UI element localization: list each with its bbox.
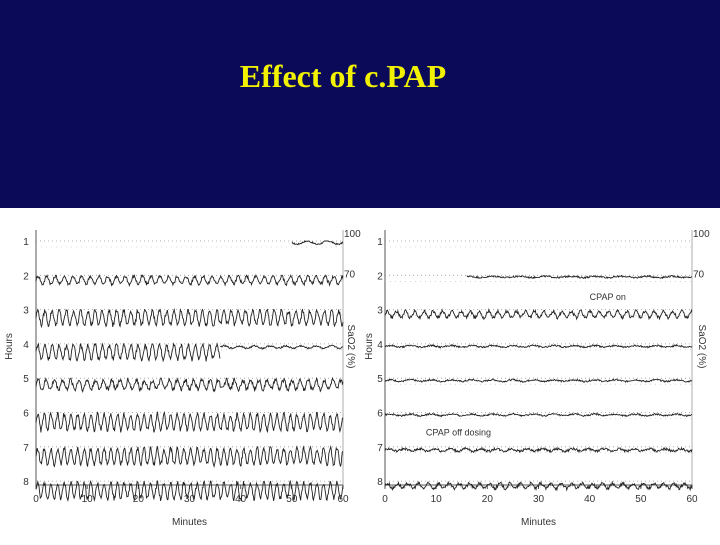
cpap-x-tick-label: 10 — [431, 494, 443, 505]
cpap-x-tick-label: 20 — [482, 494, 494, 505]
untreated-x-axis-label: Minutes — [172, 517, 207, 528]
cpap-scale-label-70: 70 — [693, 269, 705, 280]
untreated-row-label: 8 — [23, 477, 29, 488]
cpap-trace-hour-8 — [384, 480, 693, 492]
untreated-row-label: 1 — [23, 237, 29, 248]
untreated-scale-label-100: 100 — [344, 229, 361, 240]
untreated-row-label: 2 — [23, 271, 29, 282]
cpap-y2-axis-label: SaO2 (%) — [696, 325, 707, 369]
untreated-scale-label-70: 70 — [344, 269, 356, 280]
cpap-annotation: CPAP off dosing — [426, 427, 491, 437]
untreated-trace-hour-4 — [220, 344, 344, 350]
cpap-row-label: 6 — [377, 409, 383, 420]
cpap-row-label: 8 — [377, 477, 383, 488]
cpap-row-label: 2 — [377, 271, 383, 282]
untreated-trace-hour-7 — [35, 445, 344, 469]
untreated-trace-hour-4 — [35, 342, 221, 363]
untreated-trace-hour-5 — [35, 376, 344, 393]
untreated-y-axis-label: Hours — [4, 333, 15, 360]
cpap-x-tick-label: 40 — [584, 494, 596, 505]
cpap-scale-label-100: 100 — [693, 229, 710, 240]
untreated-x-tick-label: 20 — [133, 494, 145, 505]
untreated-trace-hour-2 — [35, 273, 344, 288]
untreated-row-label: 6 — [23, 409, 29, 420]
cpap-row-label: 4 — [377, 340, 383, 351]
cpap-y-axis-label: Hours — [364, 333, 375, 360]
cpap-row-label: 7 — [377, 443, 383, 454]
cpap-trace-hour-4 — [384, 343, 693, 349]
chart-area: 1 2 3 4 5 6 7 8 0 10 20 30 40 50 60 Minutes Hours SaO2 (%… — [0, 208, 720, 540]
untreated-trace-hour-8 — [35, 479, 344, 503]
untreated-x-tick-label: 30 — [184, 494, 196, 505]
untreated-row-label: 7 — [23, 443, 29, 454]
untreated-x-tick-label: 50 — [286, 494, 298, 505]
untreated-x-tick-label: 60 — [337, 494, 349, 505]
untreated-row-label: 5 — [23, 374, 29, 385]
cpap-row-label: 1 — [377, 237, 383, 248]
untreated-y2-axis-label: SaO2 (%) — [345, 325, 356, 369]
untreated-row-label: 3 — [23, 306, 29, 317]
cpap-row-label: 3 — [377, 306, 383, 317]
cpap-row-label: 5 — [377, 374, 383, 385]
slide-title: Effect of c.PAP — [239, 58, 447, 94]
cpap-x-tick-label: 0 — [382, 494, 388, 505]
untreated-trace-hour-1 — [291, 240, 344, 246]
cpap-trace-hour-2 — [466, 274, 692, 280]
cpap-x-tick-label: 30 — [533, 494, 545, 505]
untreated-x-tick-label: 0 — [33, 494, 39, 505]
cpap-trace-hour-7 — [384, 446, 693, 454]
untreated-row-label: 4 — [23, 340, 29, 351]
cpap-annotation: CPAP on — [590, 292, 626, 302]
cpap-trace-hour-5 — [384, 378, 693, 383]
cpap-trace-hour-6 — [384, 412, 693, 418]
untreated-trace-hour-3 — [35, 307, 344, 329]
untreated-x-tick-label: 10 — [82, 494, 94, 505]
cpap-x-axis-label: Minutes — [521, 517, 556, 528]
untreated-trace-hour-6 — [35, 410, 344, 434]
cpap-x-tick-label: 50 — [635, 494, 647, 505]
cpap-x-tick-label: 60 — [686, 494, 698, 505]
slide-header: Effect of c.PAP — [0, 0, 720, 208]
cpap-trace-hour-3 — [384, 308, 693, 321]
